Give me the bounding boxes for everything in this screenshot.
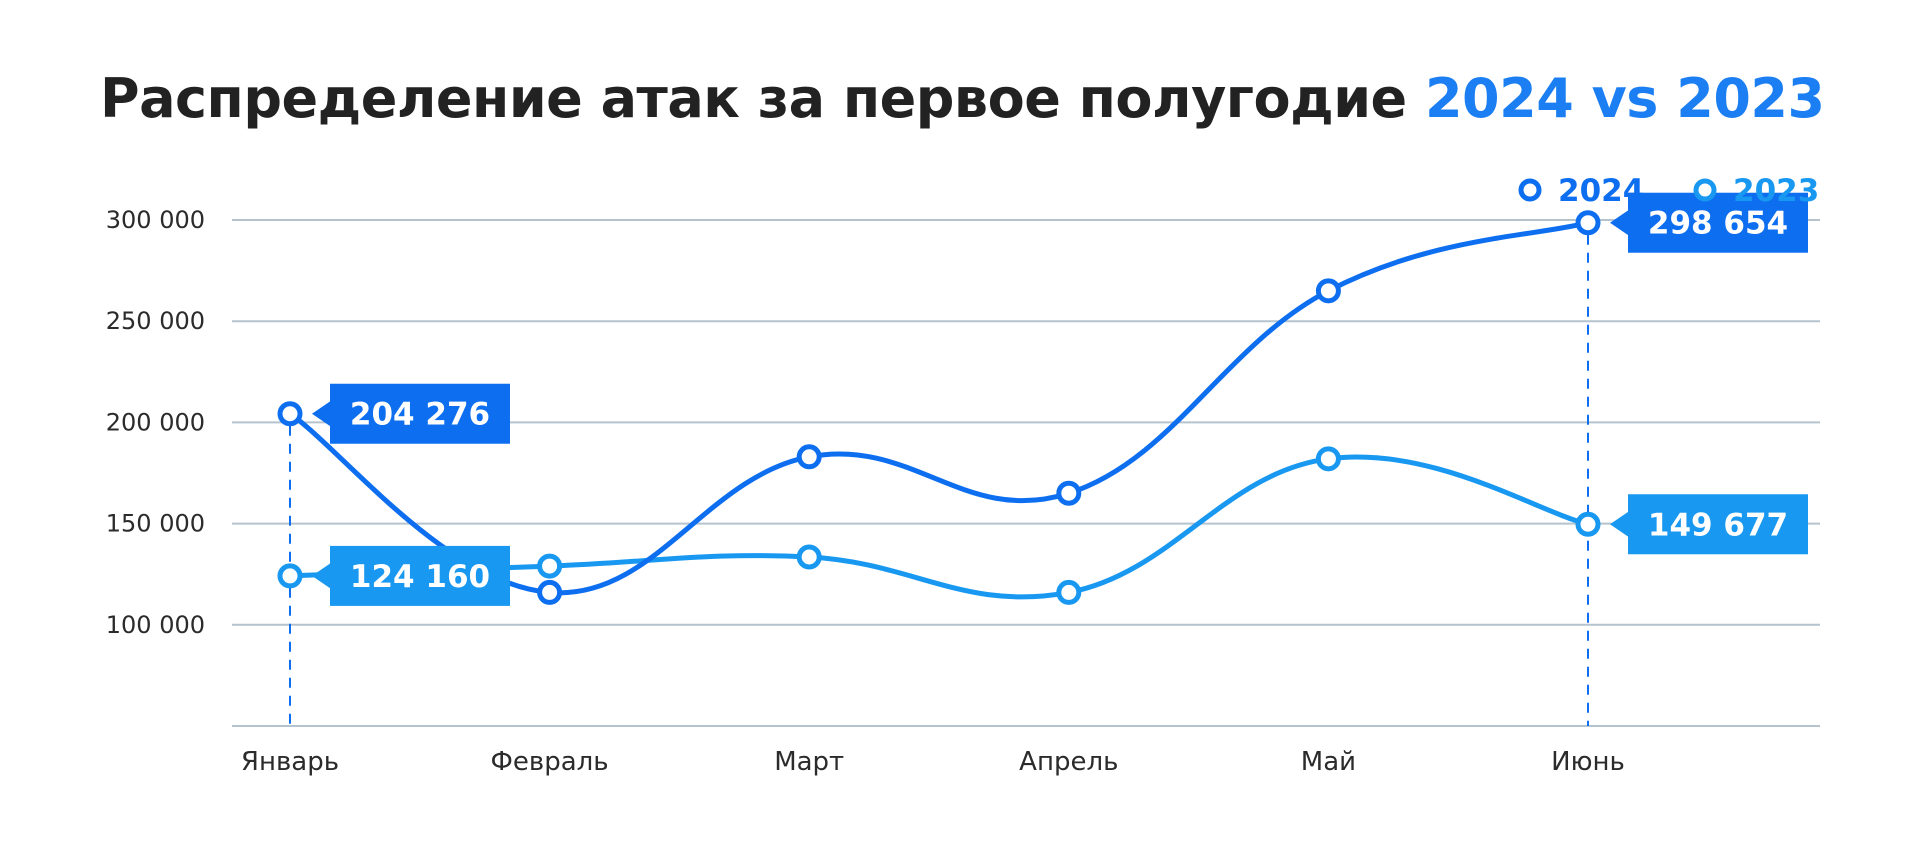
data-label-2023: 124 160 (312, 545, 510, 606)
data-point-2023 (796, 544, 822, 570)
data-label-pointer (312, 400, 331, 427)
data-point-2024 (1575, 210, 1601, 236)
data-point-2023 (1315, 446, 1341, 472)
legend-item-2023: 2023 (1693, 173, 1819, 209)
chart-title: Распределение атак за первое полугодие 2… (100, 67, 1825, 130)
title-year-a: 2024 (1424, 67, 1574, 130)
data-label-pointer (312, 562, 331, 589)
legend-label: 2024 (1558, 173, 1644, 209)
data-point-2024 (796, 444, 822, 470)
data-label-box (330, 545, 510, 606)
data-label-box (330, 383, 510, 444)
data-point-2024 (277, 401, 303, 427)
data-label-2024: 298 654 (1610, 192, 1808, 253)
data-label-text: 124 160 (350, 559, 490, 595)
legend-label: 2023 (1733, 173, 1819, 209)
y-tick-label: 200 000 (106, 408, 205, 436)
data-point-2023 (1056, 579, 1082, 605)
data-point-2024 (1315, 278, 1341, 304)
data-label-2023: 149 677 (1610, 494, 1808, 555)
legend-item-2024: 2024 (1518, 173, 1644, 209)
y-tick-label: 300 000 (106, 206, 205, 234)
y-axis-tick-labels: 100 000 150 000 200 000 250 000 300 000 (106, 206, 205, 639)
y-tick-label: 250 000 (106, 307, 205, 335)
data-point-2023 (1575, 511, 1601, 537)
data-point-2023 (537, 553, 563, 579)
x-axis-tick-labels: Январь Февраль Март Апрель Май Июнь (241, 747, 1625, 777)
data-labels: 204 276 124 160 298 654 149 677 (312, 192, 1808, 606)
x-tick-label: Июнь (1551, 747, 1625, 777)
x-tick-label: Февраль (491, 747, 609, 777)
data-point-2024 (1056, 480, 1082, 506)
data-label-text: 298 654 (1648, 206, 1788, 242)
data-label-text: 204 276 (350, 397, 490, 433)
title-vs: vs (1591, 67, 1659, 130)
legend-marker (1693, 178, 1717, 202)
x-tick-label: Апрель (1019, 747, 1118, 777)
x-tick-label: Январь (241, 747, 339, 777)
y-tick-label: 100 000 (106, 611, 205, 639)
data-label-text: 149 677 (1648, 507, 1788, 543)
data-point-2024 (537, 579, 563, 605)
data-label-pointer (1610, 209, 1629, 236)
x-tick-label: Май (1301, 747, 1356, 777)
data-label-box (1628, 192, 1808, 253)
y-tick-label: 150 000 (106, 510, 205, 538)
title-main: Распределение атак за первое полугодие (100, 67, 1407, 130)
gridlines (232, 219, 1820, 727)
title-year-b: 2023 (1676, 67, 1825, 130)
legend: 2024 2023 (1518, 173, 1819, 209)
series-line-2023 (287, 454, 1591, 600)
data-label-pointer (1610, 511, 1629, 538)
data-label-2024: 204 276 (312, 383, 510, 444)
legend-marker (1518, 178, 1542, 202)
data-point-2023 (277, 563, 303, 589)
x-tick-label: Март (774, 747, 844, 777)
data-label-box (1628, 494, 1808, 555)
series-points (277, 210, 1601, 605)
